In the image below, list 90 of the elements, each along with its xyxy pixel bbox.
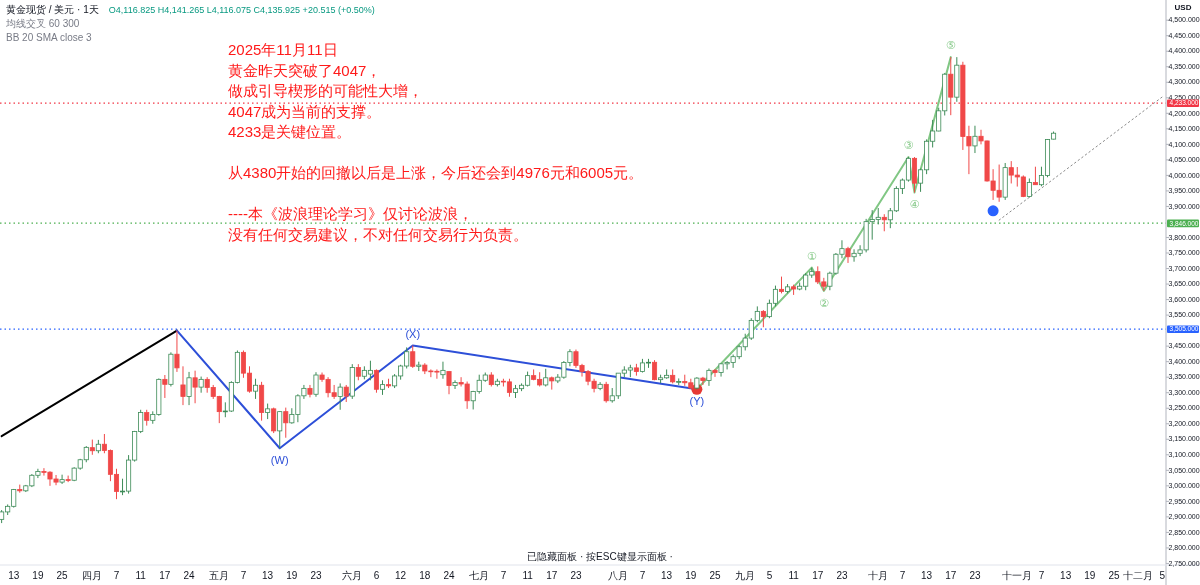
annotation: 已隐藏面板 · 按ESC键显示面板 ·: [527, 551, 673, 562]
y-axis-title: USD: [1174, 3, 1192, 12]
x-tick-label: 5: [766, 570, 773, 581]
candlestick: [253, 378, 259, 400]
annotation: 黄金昨天突破了4047，: [228, 61, 382, 79]
candlestick: [192, 370, 198, 404]
data-label: (Y): [689, 395, 705, 408]
candlestick: [283, 407, 289, 439]
x-tick-label: 6: [373, 570, 380, 581]
x-tick-label: 7: [240, 570, 247, 581]
data-label: (W): [270, 454, 289, 467]
data-label: (X): [405, 327, 421, 340]
x-tick-label: 25: [56, 570, 69, 581]
candlestick: [337, 382, 343, 411]
annotation: 4047成为当前的支撑。: [228, 102, 382, 120]
x-tick-label: 19: [685, 570, 697, 581]
candlestick: [1032, 166, 1038, 186]
x-tick-label: 24: [183, 570, 196, 581]
x-tick-label: 四月: [82, 570, 103, 581]
candlestick: [65, 475, 71, 483]
text: O4,116.825 H4,141.265 L4,116.075 C4,135.925 +20.515 (+0.50%): [108, 5, 375, 15]
candlestick: [162, 374, 168, 399]
x-tick-label: 19: [286, 570, 298, 581]
candlestick: [972, 125, 978, 154]
x-tick-label: 25: [1108, 570, 1121, 581]
candlestick: [452, 379, 458, 390]
candlestick: [603, 381, 609, 404]
data-label: ⑤: [945, 39, 956, 52]
data-label: ③: [903, 139, 914, 152]
annotation: 从4380开始的回撤以后是上涨，今后还会到4976元和6005元。: [228, 164, 644, 181]
x-tick-label: 7: [899, 570, 906, 581]
x-tick-label: 八月: [608, 570, 629, 581]
annotation: ----本《波浪理论学习》仅讨论波浪，: [228, 205, 473, 222]
x-tick-label: 18: [419, 570, 431, 581]
x-tick-label: 17: [945, 570, 957, 581]
x-tick-label: 13: [661, 570, 673, 581]
candlestick: [59, 474, 65, 485]
x-tick-label: 7: [500, 570, 507, 581]
data-label: ②: [818, 296, 829, 309]
candlestick: [410, 345, 416, 369]
x-tick-label: 7: [1038, 570, 1045, 581]
candlestick: [180, 365, 186, 406]
annotation: BB 20 SMA close 3: [6, 32, 93, 43]
x-tick-label: 19: [1084, 570, 1096, 581]
x-tick-label: 十一月: [1002, 570, 1033, 581]
annotation: 均线交叉 60 300: [5, 18, 80, 29]
chart-title: 黄金现货 / 美元 · 1天: [6, 4, 99, 15]
x-tick-label: 六月: [342, 570, 363, 581]
annotation: 没有任何交易建议，不对任何交易行为负责。: [228, 225, 528, 243]
x-tick-label: 12: [395, 570, 407, 581]
x-tick-label: 23: [836, 570, 848, 581]
x-tick-label: 11: [788, 570, 800, 581]
x-tick-label: 11: [522, 570, 534, 581]
candlestick: [271, 407, 277, 434]
x-tick-label: 17: [812, 570, 824, 581]
x-tick-label: 5: [1159, 570, 1166, 581]
x-tick-label: 23: [969, 570, 981, 581]
x-tick-label: 7: [639, 570, 646, 581]
annotation: 4233是关键位置。: [228, 123, 352, 140]
x-tick-label: 七月: [469, 570, 490, 581]
candlestick: [440, 361, 446, 380]
x-tick-label: 13: [8, 570, 20, 581]
annotation: 做成引导楔形的可能性大增，: [228, 82, 423, 99]
candlestick: [174, 330, 180, 373]
x-tick-label: 24: [443, 570, 455, 581]
x-tick-label: 五月: [209, 570, 230, 581]
candlestick: [948, 56, 954, 116]
candlestick: [313, 371, 319, 398]
candlestick: [186, 371, 192, 406]
x-tick-label: 11: [135, 570, 147, 581]
x-tick-label: 九月: [735, 570, 756, 581]
x-tick-label: 17: [159, 570, 171, 581]
x-tick-label: 13: [262, 570, 274, 581]
x-tick-label: 十二月: [1123, 570, 1154, 581]
x-tick-label: 7: [113, 570, 120, 581]
candlestick: [277, 410, 283, 449]
x-tick-label: 十月: [868, 570, 889, 581]
x-tick-label: 17: [546, 570, 558, 581]
candlestick: [373, 368, 379, 394]
x-tick-label: 19: [32, 570, 44, 581]
x-tick-label: 25: [709, 570, 721, 581]
x-tick-label: 23: [310, 570, 322, 581]
candlestick: [700, 376, 706, 386]
annotation: 2025年11月11日: [228, 41, 338, 58]
data-label: ①: [806, 249, 817, 262]
x-tick-label: 13: [1060, 570, 1072, 581]
x-tick-label: 13: [921, 570, 933, 581]
candlestick: [712, 368, 718, 378]
data-label: ④: [909, 198, 920, 211]
x-tick-label: 23: [570, 570, 582, 581]
